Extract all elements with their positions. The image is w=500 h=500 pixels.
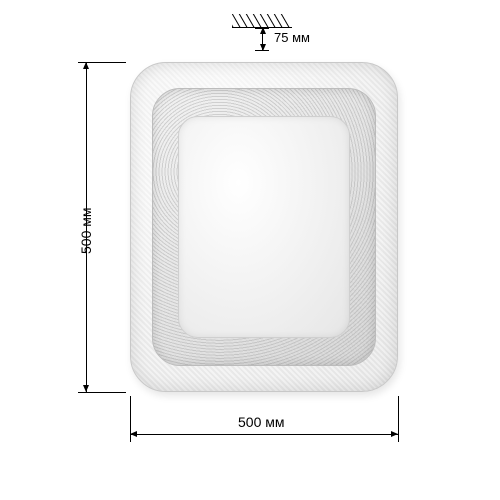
- depth-cap-bottom: [255, 50, 269, 51]
- width-label: 500 мм: [238, 414, 285, 430]
- height-arrow-top: [83, 62, 89, 69]
- ceiling-hatch: [232, 14, 292, 28]
- height-ext-bottom: [78, 392, 126, 393]
- height-label: 500 мм: [78, 208, 94, 255]
- depth-arrow: [262, 28, 263, 50]
- width-ext-right: [398, 396, 399, 442]
- width-dim-line: [130, 434, 398, 435]
- product-inner-panel: [178, 116, 350, 338]
- width-arrow-left: [130, 431, 137, 437]
- height-arrow-bottom: [83, 385, 89, 392]
- depth-label: 75 мм: [274, 30, 310, 45]
- technical-drawing: 75 мм 500 мм 500 мм: [0, 0, 500, 500]
- width-arrow-right: [391, 431, 398, 437]
